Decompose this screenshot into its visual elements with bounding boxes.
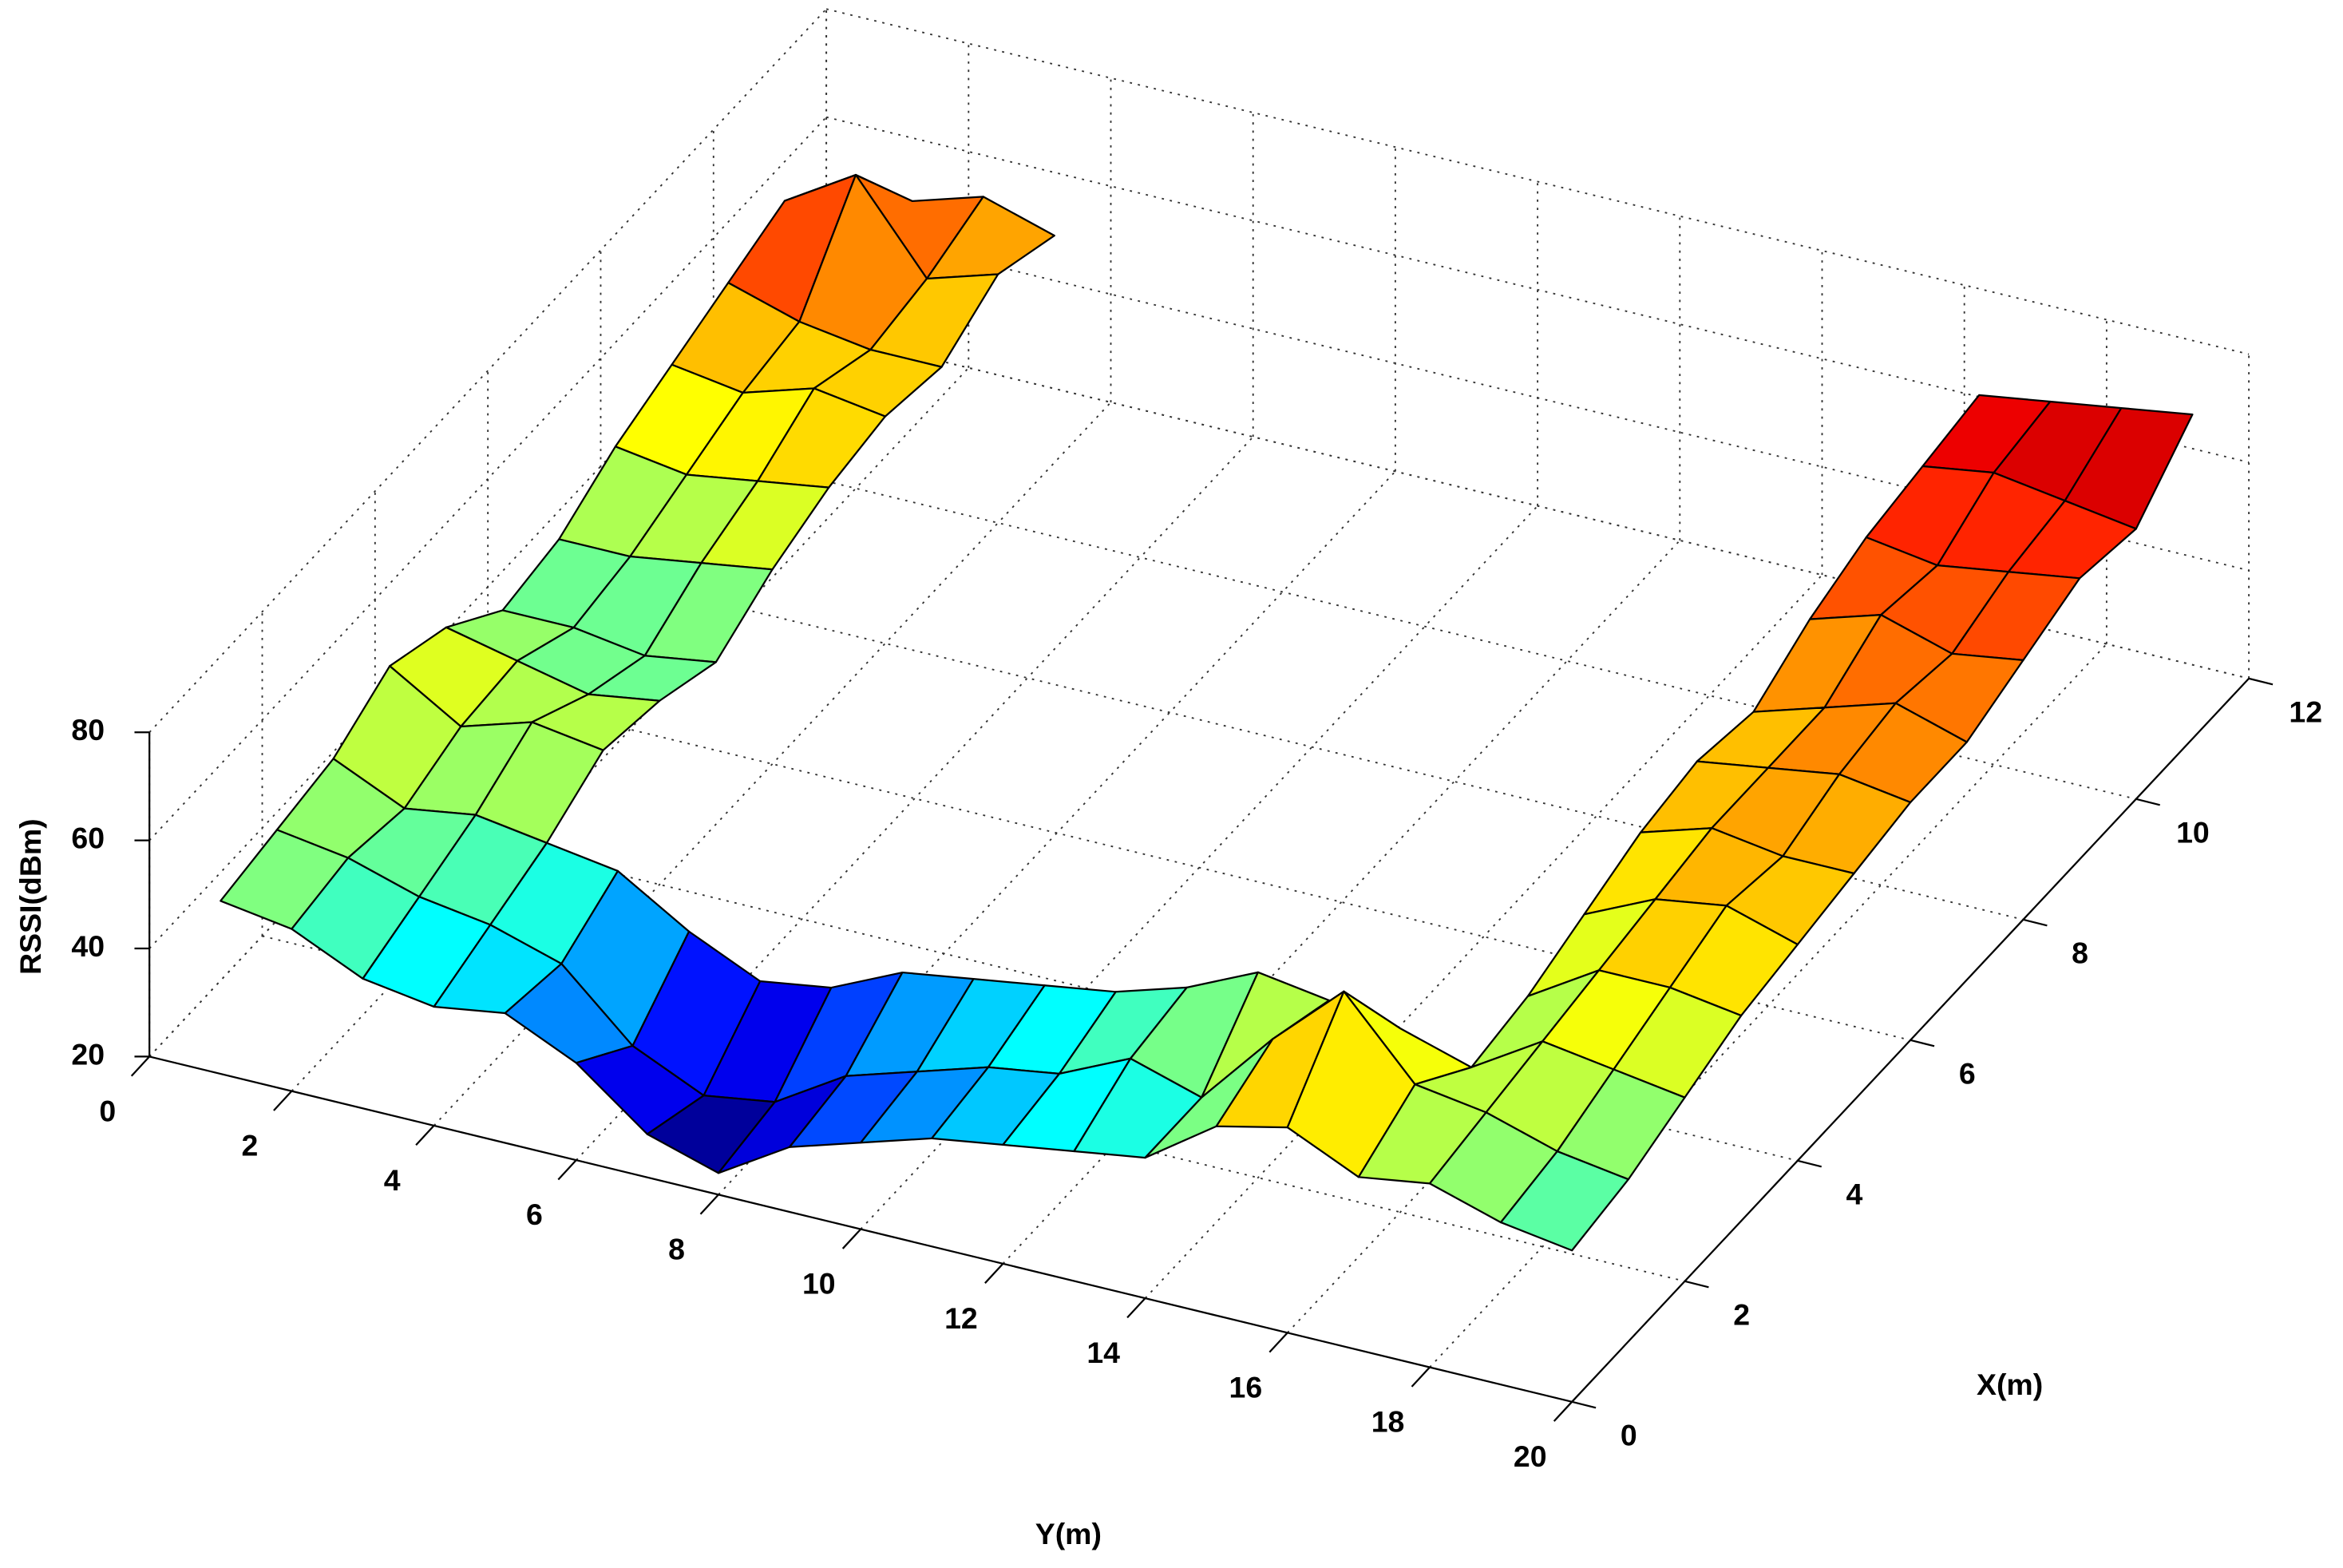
y-tick-label: 18 (1371, 1405, 1405, 1439)
y-tick (1553, 1401, 1573, 1422)
y-tick (1126, 1297, 1146, 1319)
y-axis (148, 1055, 1573, 1403)
y-tick-label: 16 (1229, 1370, 1263, 1404)
x-tick-label: 2 (1733, 1298, 1750, 1332)
z-tick-label: 80 (71, 713, 105, 746)
y-tick (1268, 1332, 1288, 1353)
y-tick (273, 1090, 293, 1111)
x-axis-label: X(m) (1977, 1368, 2043, 1401)
y-tick (130, 1055, 151, 1077)
y-tick-label: 8 (668, 1232, 685, 1265)
y-tick-label: 10 (802, 1267, 836, 1301)
x-tick (2248, 677, 2274, 686)
x-tick-label: 8 (2072, 936, 2088, 970)
y-tick-label: 20 (1514, 1439, 1547, 1473)
z-tick-label: 60 (71, 822, 105, 855)
y-tick-label: 14 (1086, 1336, 1120, 1369)
y-tick (415, 1125, 435, 1146)
y-tick-label: 2 (242, 1129, 259, 1162)
surface (220, 173, 2194, 1252)
y-tick (699, 1194, 719, 1215)
grid-line (1144, 574, 1823, 1299)
grid-line (825, 8, 2250, 355)
x-tick (1797, 1159, 1823, 1168)
grid-line (148, 224, 827, 949)
x-tick (1910, 1039, 1935, 1047)
x-tick-label: 6 (1959, 1057, 1976, 1091)
x-tick (1684, 1280, 1709, 1289)
z-axis-label: RSSI(dBm) (14, 818, 47, 974)
x-tick-label: 12 (2289, 695, 2322, 729)
grid-line (600, 573, 2024, 921)
grid-line (374, 814, 1799, 1162)
grid-line (825, 224, 2250, 572)
x-tick-label: 0 (1621, 1419, 1637, 1452)
x-tick-label: 4 (1846, 1178, 1863, 1211)
z-tick-label: 20 (71, 1037, 105, 1071)
grid-line (825, 116, 2250, 463)
grid-line (825, 332, 2250, 679)
y-tick (1411, 1366, 1431, 1388)
x-tick (2023, 918, 2048, 927)
grid-line (148, 8, 827, 733)
y-tick-label: 12 (944, 1301, 978, 1335)
x-tick-label: 10 (2176, 816, 2210, 849)
y-tick-label: 4 (384, 1163, 401, 1197)
x-tick (1571, 1400, 1597, 1409)
y-tick (557, 1159, 577, 1181)
y-axis-label: Y(m) (1035, 1517, 1102, 1550)
y-tick (984, 1263, 1004, 1284)
grid-line (713, 453, 2136, 800)
y-tick (841, 1228, 861, 1249)
surface-patch (1499, 1150, 1629, 1252)
y-tick-label: 6 (526, 1198, 543, 1231)
grid-line (148, 117, 827, 841)
axes: 0 2 4 6 8 10 12 14 16 18 20 0 2 4 6 8 10 12 20 40 60 80 (71, 677, 2322, 1473)
x-tick (2135, 798, 2160, 806)
z-tick-label: 40 (71, 929, 105, 963)
grid-line (487, 694, 1911, 1041)
grid-line (1429, 643, 2108, 1368)
y-tick-label: 0 (99, 1094, 116, 1127)
